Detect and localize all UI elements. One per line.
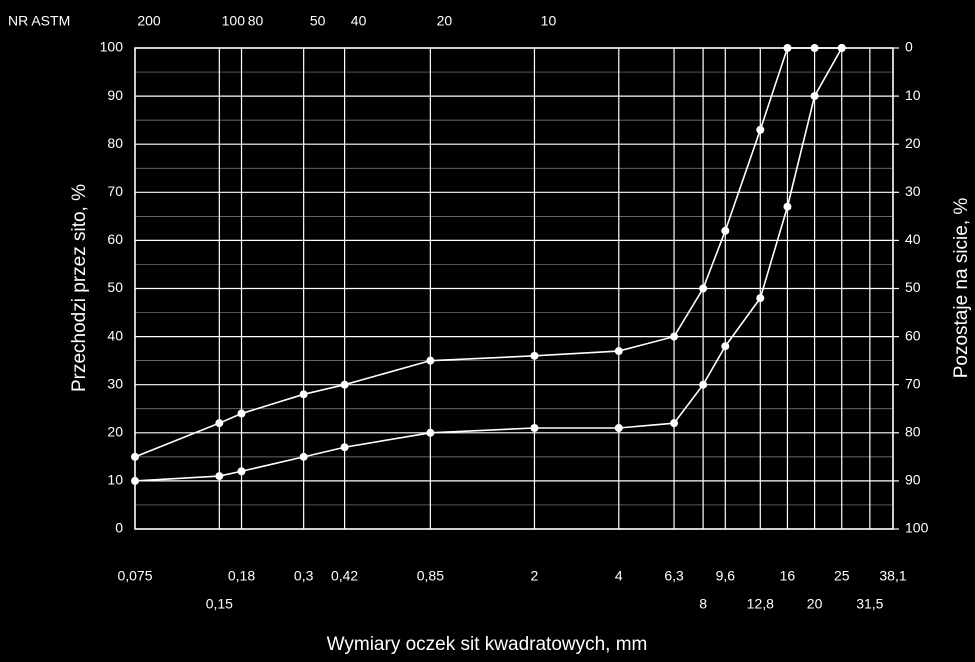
y-tick-label: 90 [107, 87, 123, 103]
x-tick-label: 2 [531, 568, 539, 584]
x-tick-label: 6,3 [664, 568, 684, 584]
x-tick-label: 16 [780, 568, 796, 584]
point [614, 423, 623, 432]
point [530, 351, 539, 360]
y-tick-label: 60 [107, 231, 123, 247]
point [670, 332, 679, 341]
top-tick-label: 50 [310, 13, 326, 29]
point [237, 467, 246, 476]
point [783, 202, 792, 211]
point [756, 125, 765, 134]
y-axis-title: Przechodzi przez sito, % [69, 184, 90, 392]
x-tick-label: 0,85 [417, 568, 444, 584]
point [670, 419, 679, 428]
x-tick-label: 12,8 [747, 596, 774, 612]
point [783, 44, 792, 52]
point [299, 452, 308, 461]
x-tick-label: 4 [615, 568, 623, 584]
x-tick-label: 9,6 [716, 568, 736, 584]
x-tick-label: 25 [834, 568, 850, 584]
y-tick-label: 70 [107, 183, 123, 199]
point [699, 380, 708, 389]
top-tick-label: 100 [222, 13, 246, 29]
top-axis-title: NR ASTM [8, 13, 70, 29]
point [721, 226, 730, 235]
x-tick-label: 0,18 [228, 568, 255, 584]
point [131, 452, 139, 461]
point [237, 409, 246, 418]
x-tick-label: 38,1 [879, 568, 906, 584]
point [810, 44, 819, 52]
top-tick-label: 10 [541, 13, 557, 29]
point [699, 284, 708, 293]
point [530, 423, 539, 432]
x-tick-label: 0,3 [294, 568, 314, 584]
y-tick-label: 100 [100, 39, 124, 55]
y-tick-label: 50 [107, 279, 123, 295]
y-tick-label: 0 [115, 520, 123, 536]
y2-tick-label: 90 [905, 472, 921, 488]
x-tick-label: 8 [699, 596, 707, 612]
y2-tick-label: 100 [905, 520, 929, 536]
y2-tick-label: 70 [905, 375, 921, 391]
point [340, 443, 349, 452]
y2-tick-label: 30 [905, 183, 921, 199]
x-tick-label: 0,075 [117, 568, 152, 584]
top-tick-label: 200 [137, 13, 161, 29]
plot-frame [134, 47, 894, 530]
point [215, 419, 224, 428]
top-tick-label: 40 [351, 13, 367, 29]
x-tick-label: 20 [807, 596, 823, 612]
y2-tick-label: 20 [905, 135, 921, 151]
x-tick-label: 0,42 [331, 568, 358, 584]
y2-tick-label: 60 [905, 327, 921, 343]
x-tick-label: 0,15 [206, 596, 233, 612]
y-tick-label: 10 [107, 472, 123, 488]
top-tick-label: 80 [248, 13, 264, 29]
x-axis-title: Wymiary oczek sit kwadratowych, mm [327, 634, 648, 655]
y2-tick-label: 0 [905, 39, 913, 55]
point [837, 44, 846, 52]
point [756, 294, 765, 303]
y2-tick-label: 50 [905, 279, 921, 295]
y-tick-label: 20 [107, 424, 123, 440]
y2-tick-label: 10 [905, 87, 921, 103]
point [131, 476, 139, 485]
y2-tick-label: 80 [905, 424, 921, 440]
point [340, 380, 349, 389]
top-tick-label: 20 [437, 13, 453, 29]
point [215, 472, 224, 481]
y2-axis-title: Pozostaje na sicie, % [951, 198, 972, 379]
y-tick-label: 40 [107, 327, 123, 343]
point [426, 356, 435, 365]
y2-tick-label: 40 [905, 231, 921, 247]
point [426, 428, 435, 437]
point [810, 92, 819, 101]
y-tick-label: 30 [107, 375, 123, 391]
point [614, 347, 623, 356]
point [721, 342, 730, 351]
point [299, 390, 308, 399]
x-tick-label: 31,5 [856, 596, 883, 612]
y-tick-label: 80 [107, 135, 123, 151]
